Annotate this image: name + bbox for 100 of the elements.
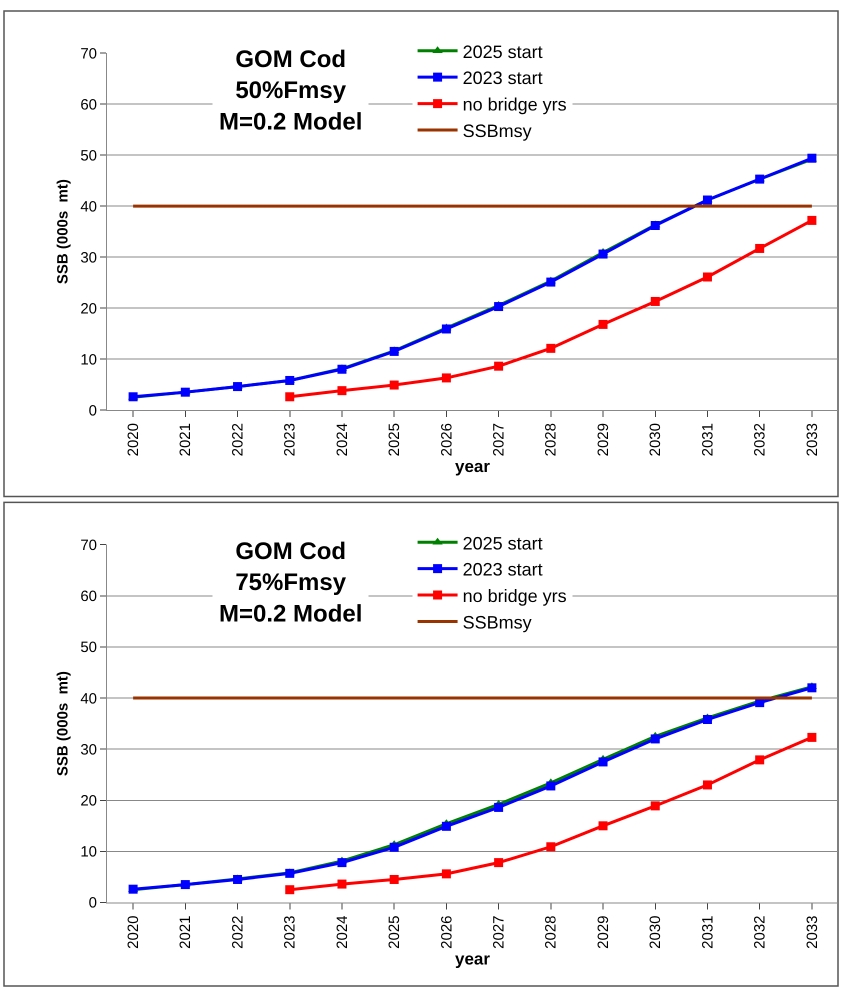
- x-tick-label: 2026: [438, 423, 456, 456]
- x-tick-label: 2022: [229, 423, 246, 456]
- point: [494, 858, 504, 868]
- point: [180, 388, 190, 397]
- point: [180, 880, 190, 890]
- y-tick-label: 10: [80, 351, 97, 368]
- point: [390, 380, 399, 390]
- point: [755, 174, 764, 184]
- point: [650, 296, 660, 306]
- x-tick-label: 2027: [490, 915, 508, 949]
- point: [807, 732, 816, 742]
- y-tick-label: 20: [80, 792, 97, 810]
- x-tick-label: 2022: [229, 915, 246, 949]
- point: [285, 868, 294, 878]
- y-tick-label: 0: [88, 402, 97, 420]
- y-tick-label: 10: [80, 844, 97, 861]
- point: [390, 346, 399, 356]
- x-tick-label: 2026: [438, 915, 456, 949]
- point: [755, 244, 764, 253]
- x-tick-label: 2024: [334, 915, 351, 949]
- x-tick-label: 2029: [594, 915, 612, 949]
- point: [755, 755, 764, 764]
- x-tick-label: 2023: [282, 915, 299, 949]
- point: [650, 221, 660, 230]
- legend-label: no bridge yrs: [462, 94, 567, 115]
- point: [650, 734, 660, 744]
- point: [650, 801, 660, 810]
- legend-label: no bridge yrs: [462, 586, 567, 606]
- point: [702, 715, 712, 724]
- x-tick-label: 2030: [647, 915, 664, 949]
- point: [494, 362, 504, 371]
- point: [702, 780, 712, 790]
- text: GOM Cod 75%Fmsy M=0.2 Model: [219, 538, 362, 628]
- x-tick-label: 2020: [124, 915, 142, 949]
- x-axis-title: year: [455, 456, 490, 476]
- x-tick-label: 2028: [542, 915, 560, 949]
- x-tick-label: 2033: [804, 915, 821, 949]
- y-tick-label: 40: [80, 198, 97, 216]
- point: [546, 781, 556, 790]
- point: [546, 278, 556, 287]
- x-tick-label: 2024: [334, 423, 351, 456]
- x-tick-label: 2023: [282, 423, 299, 456]
- legend-label: SSBmsy: [462, 120, 532, 141]
- x-tick-label: 2033: [804, 423, 821, 456]
- point: [494, 802, 504, 812]
- point: [285, 392, 294, 402]
- y-axis-title: SSB (000s mt): [54, 179, 72, 284]
- x-tick-label: 2031: [699, 423, 716, 456]
- y-tick-label: 70: [80, 536, 97, 554]
- point: [337, 880, 346, 889]
- x-tick-label: 2031: [699, 915, 716, 949]
- x-tick-label: 2020: [124, 423, 142, 456]
- y-tick-label: 30: [80, 249, 97, 266]
- y-tick-label: 60: [80, 588, 97, 606]
- x-tick-label: 2025: [386, 423, 404, 456]
- point: [337, 364, 346, 374]
- y-tick-label: 0: [88, 894, 97, 912]
- point: [702, 272, 712, 282]
- x-tick-label: 2032: [752, 915, 769, 949]
- point: [598, 250, 608, 259]
- point: [442, 822, 451, 831]
- y-tick-label: 70: [80, 45, 97, 62]
- point: [546, 842, 556, 852]
- y-tick-label: 20: [80, 300, 97, 318]
- x-tick-label: 2025: [386, 915, 404, 949]
- point: [598, 821, 608, 830]
- y-tick-label: 60: [80, 96, 97, 114]
- legend-label: 2023 start: [462, 560, 543, 580]
- x-axis-title: year: [455, 949, 490, 968]
- x-tick-label: 2021: [177, 423, 194, 456]
- point: [285, 885, 294, 894]
- point: [546, 344, 556, 353]
- point: [233, 382, 242, 392]
- point: [442, 373, 451, 382]
- point: [233, 874, 242, 884]
- point: [442, 324, 451, 334]
- point: [494, 302, 504, 312]
- y-tick-label: 40: [80, 690, 97, 708]
- y-tick-label: 50: [80, 639, 97, 656]
- x-tick-label: 2028: [542, 423, 560, 456]
- legend-label: 2025 start: [462, 42, 543, 62]
- point: [337, 386, 346, 396]
- legend-label: 2025 start: [462, 533, 543, 554]
- point: [807, 216, 816, 225]
- y-tick-label: 30: [80, 741, 97, 758]
- point: [442, 869, 451, 878]
- text: GOM Cod 50%Fmsy M=0.2 Model: [219, 46, 362, 136]
- x-tick-label: 2021: [177, 915, 194, 949]
- x-tick-label: 2027: [490, 423, 508, 456]
- y-axis-title: SSB (000s mt): [54, 671, 72, 776]
- y-tick-label: 50: [80, 147, 97, 164]
- point: [390, 842, 399, 852]
- point: [702, 196, 712, 205]
- point: [337, 858, 346, 868]
- x-tick-label: 2032: [752, 423, 769, 456]
- legend-label: 2023 start: [462, 68, 543, 88]
- point: [598, 757, 608, 766]
- point: [598, 320, 608, 329]
- point: [390, 874, 399, 884]
- legend-label: SSBmsy: [462, 612, 532, 632]
